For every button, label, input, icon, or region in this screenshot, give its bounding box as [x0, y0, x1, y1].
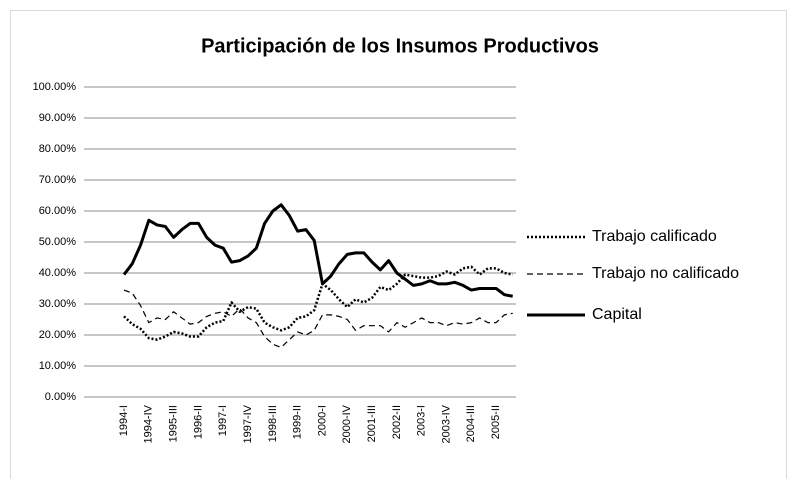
y-tick-label: 50.00% [39, 236, 77, 248]
y-tick-label: 40.00% [39, 267, 77, 279]
y-tick-label: 90.00% [39, 112, 77, 124]
x-tick-label: 2005-II [490, 405, 502, 439]
legend-label: Trabajo calificado [592, 228, 717, 245]
x-tick-label: 2000-I [316, 405, 328, 436]
y-tick-label: 60.00% [39, 205, 77, 217]
x-tick-label: 2003-IV [440, 404, 452, 443]
x-tick-label: 2004-III [465, 405, 477, 442]
x-tick-label: 2002-II [391, 405, 403, 439]
x-tick-label: 1997-IV [242, 404, 254, 443]
chart-title: Participación de los Insumos Productivos [201, 35, 599, 57]
x-tick-label: 2001-III [366, 405, 378, 442]
x-tick-label: 1994-IV [143, 404, 155, 443]
series-line [122, 203, 513, 298]
y-tick-label: 30.00% [39, 298, 77, 310]
x-tick-label: 1995-III [168, 405, 180, 442]
x-tick-label: 1996-II [192, 405, 204, 439]
legend-label: Capital [592, 306, 642, 323]
x-tick-label: 2003-I [416, 405, 428, 436]
x-tick-label: 1998-III [267, 405, 279, 442]
x-tick-label: 1997-I [217, 405, 229, 436]
x-tick-label: 1999-II [292, 405, 304, 439]
y-tick-label: 100.00% [33, 81, 77, 93]
y-tick-label: 80.00% [39, 143, 77, 155]
x-tick-label: 2000-IV [341, 404, 353, 443]
x-tick-label: 1994-I [118, 405, 130, 436]
y-tick-label: 10.00% [39, 360, 77, 372]
legend-label: Trabajo no calificado [592, 265, 739, 282]
y-tick-label: 0.00% [45, 391, 76, 403]
series-line [123, 289, 513, 348]
y-tick-label: 70.00% [39, 174, 77, 186]
y-tick-label: 20.00% [39, 329, 77, 341]
